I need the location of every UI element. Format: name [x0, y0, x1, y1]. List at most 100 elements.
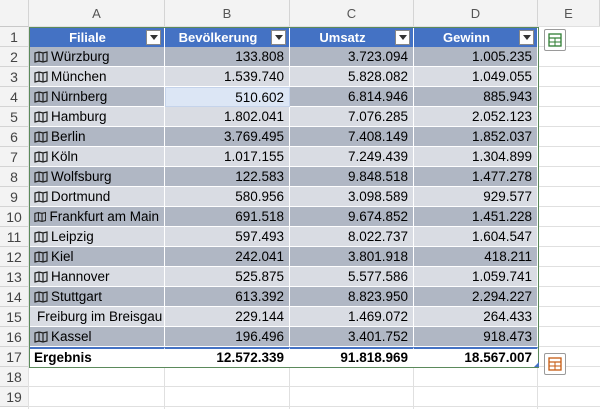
table-cell-gewinn[interactable]: 1.477.278 [414, 167, 538, 187]
table-header-bev[interactable]: Bevölkerung [165, 27, 290, 47]
table-cell-bev[interactable]: 691.518 [165, 207, 290, 227]
table-cell-gewinn[interactable]: 1.049.055 [414, 67, 538, 87]
quick-analysis-button[interactable] [544, 353, 566, 375]
row-header-14[interactable]: 14 [0, 287, 29, 307]
table-cell-bev[interactable]: 597.493 [165, 227, 290, 247]
table-cell-umsatz[interactable]: 7.249.439 [290, 147, 414, 167]
column-header-d[interactable]: D [414, 0, 538, 27]
table-header-umsatz[interactable]: Umsatz [290, 27, 414, 47]
filter-dropdown-icon[interactable] [519, 29, 534, 45]
total-cell-label[interactable]: Ergebnis [29, 347, 165, 367]
row-header-5[interactable]: 5 [0, 107, 29, 127]
table-cell-bev[interactable]: 122.583 [165, 167, 290, 187]
table-cell-umsatz[interactable]: 9.674.852 [290, 207, 414, 227]
table-cell-umsatz[interactable]: 5.577.586 [290, 267, 414, 287]
table-cell-bev[interactable]: 1.017.155 [165, 147, 290, 167]
table-cell-umsatz[interactable]: 3.401.752 [290, 327, 414, 347]
table-cell-gewinn[interactable]: 885.943 [414, 87, 538, 107]
row-header-15[interactable]: 15 [0, 307, 29, 327]
table-cell-filiale[interactable]: Nürnberg [29, 87, 165, 107]
column-header-e[interactable]: E [538, 0, 600, 27]
select-all-corner[interactable] [0, 0, 29, 27]
row-header-10[interactable]: 10 [0, 207, 29, 227]
table-resize-handle[interactable] [534, 362, 539, 367]
row-header-3[interactable]: 3 [0, 67, 29, 87]
table-cell-bev[interactable]: 580.956 [165, 187, 290, 207]
table-cell-bev[interactable]: 525.875 [165, 267, 290, 287]
table-cell-gewinn[interactable]: 264.433 [414, 307, 538, 327]
table-cell-filiale[interactable]: Würzburg [29, 47, 165, 67]
table-cell-umsatz[interactable]: 7.408.149 [290, 127, 414, 147]
filter-dropdown-icon[interactable] [146, 29, 161, 45]
table-cell-filiale[interactable]: Frankfurt am Main [29, 207, 165, 227]
table-cell-filiale[interactable]: Berlin [29, 127, 165, 147]
table-cell-filiale[interactable]: Hannover [29, 267, 165, 287]
table-cell-filiale[interactable]: Stuttgart [29, 287, 165, 307]
table-cell-gewinn[interactable]: 918.473 [414, 327, 538, 347]
row-header-8[interactable]: 8 [0, 167, 29, 187]
table-cell-umsatz[interactable]: 3.723.094 [290, 47, 414, 67]
column-header-c[interactable]: C [290, 0, 414, 27]
table-cell-gewinn[interactable]: 1.059.741 [414, 267, 538, 287]
table-options-button[interactable] [544, 29, 566, 51]
table-header-filiale[interactable]: Filiale [29, 27, 165, 47]
total-cell-gewinn[interactable]: 18.567.007 [414, 347, 538, 367]
table-cell-umsatz[interactable]: 7.076.285 [290, 107, 414, 127]
table-cell-gewinn[interactable]: 1.304.899 [414, 147, 538, 167]
table-cell-bev[interactable]: 1.539.740 [165, 67, 290, 87]
table-cell-gewinn[interactable]: 2.294.227 [414, 287, 538, 307]
table-cell-bev[interactable]: 242.041 [165, 247, 290, 267]
table-cell-bev[interactable]: 196.496 [165, 327, 290, 347]
table-cell-bev[interactable]: 133.808 [165, 47, 290, 67]
row-header-6[interactable]: 6 [0, 127, 29, 147]
table-cell-filiale[interactable]: Freiburg im Breisgau [29, 307, 165, 327]
total-cell-umsatz[interactable]: 91.818.969 [290, 347, 414, 367]
row-header-2[interactable]: 2 [0, 47, 29, 67]
table-cell-bev[interactable]: 229.144 [165, 307, 290, 327]
row-header-18[interactable]: 18 [0, 367, 29, 387]
table-cell-filiale[interactable]: Dortmund [29, 187, 165, 207]
table-cell-bev[interactable]: 1.802.041 [165, 107, 290, 127]
table-cell-filiale[interactable]: Kiel [29, 247, 165, 267]
row-header-17[interactable]: 17 [0, 347, 29, 367]
table-cell-umsatz[interactable]: 9.848.518 [290, 167, 414, 187]
table-cell-gewinn[interactable]: 1.852.037 [414, 127, 538, 147]
table-cell-bev[interactable]: 510.602 [165, 87, 290, 107]
row-header-7[interactable]: 7 [0, 147, 29, 167]
table-cell-gewinn[interactable]: 1.451.228 [414, 207, 538, 227]
column-header-b[interactable]: B [165, 0, 290, 27]
column-header-a[interactable]: A [29, 0, 165, 27]
table-cell-umsatz[interactable]: 1.469.072 [290, 307, 414, 327]
table-cell-umsatz[interactable]: 3.098.589 [290, 187, 414, 207]
table-cell-gewinn[interactable]: 1.005.235 [414, 47, 538, 67]
table-cell-filiale[interactable]: Wolfsburg [29, 167, 165, 187]
filter-dropdown-icon[interactable] [395, 29, 410, 45]
table-cell-filiale[interactable]: Leipzig [29, 227, 165, 247]
filter-dropdown-icon[interactable] [271, 29, 286, 45]
row-header-11[interactable]: 11 [0, 227, 29, 247]
table-cell-filiale[interactable]: Kassel [29, 327, 165, 347]
row-header-13[interactable]: 13 [0, 267, 29, 287]
row-header-19[interactable]: 19 [0, 387, 29, 407]
table-cell-gewinn[interactable]: 929.577 [414, 187, 538, 207]
row-header-16[interactable]: 16 [0, 327, 29, 347]
table-cell-umsatz[interactable]: 8.823.950 [290, 287, 414, 307]
table-cell-filiale[interactable]: Hamburg [29, 107, 165, 127]
table-cell-umsatz[interactable]: 6.814.946 [290, 87, 414, 107]
table-cell-umsatz[interactable]: 3.801.918 [290, 247, 414, 267]
table-cell-umsatz[interactable]: 5.828.082 [290, 67, 414, 87]
table-cell-filiale[interactable]: Köln [29, 147, 165, 167]
table-header-gewinn[interactable]: Gewinn [414, 27, 538, 47]
table-cell-filiale[interactable]: München [29, 67, 165, 87]
row-header-9[interactable]: 9 [0, 187, 29, 207]
table-cell-gewinn[interactable]: 418.211 [414, 247, 538, 267]
table-cell-bev[interactable]: 613.392 [165, 287, 290, 307]
row-header-12[interactable]: 12 [0, 247, 29, 267]
table-cell-umsatz[interactable]: 8.022.737 [290, 227, 414, 247]
table-cell-gewinn[interactable]: 1.604.547 [414, 227, 538, 247]
table-cell-bev[interactable]: 3.769.495 [165, 127, 290, 147]
table-cell-gewinn[interactable]: 2.052.123 [414, 107, 538, 127]
row-header-4[interactable]: 4 [0, 87, 29, 107]
total-cell-bev[interactable]: 12.572.339 [165, 347, 290, 367]
